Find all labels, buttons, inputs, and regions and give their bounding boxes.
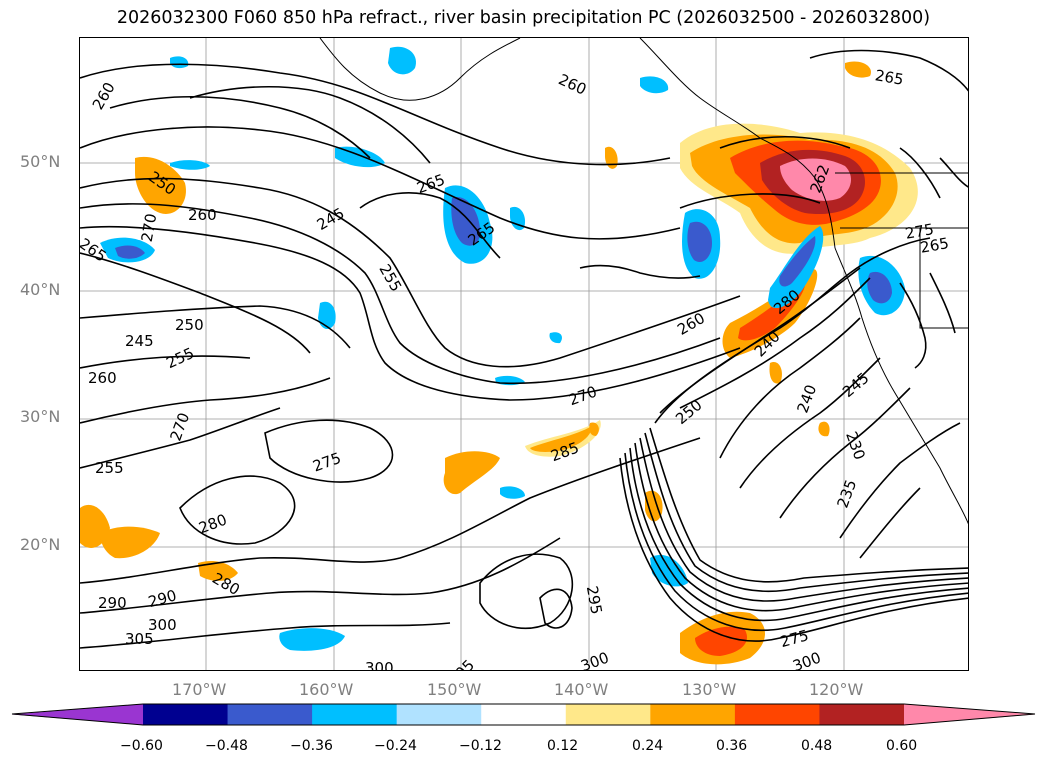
colorbar-tick-label: −0.36 xyxy=(290,738,333,754)
colorbar-tick-label: −0.24 xyxy=(374,738,417,754)
lon-label-160w: 160°W xyxy=(299,680,354,699)
contour-label: 295 xyxy=(583,584,606,615)
colorbar-segment xyxy=(565,704,651,725)
contour-label: 290 xyxy=(98,594,127,612)
contour-label: 255 xyxy=(163,344,197,372)
contour-label: 300 xyxy=(148,616,177,634)
contour-label: 300 xyxy=(578,649,611,671)
contour-label: 260 xyxy=(556,70,590,98)
chart-title: 2026032300 F060 850 hPa refract., river … xyxy=(116,8,931,28)
lat-label-20n: 20°N xyxy=(20,535,61,554)
contour-label: 260 xyxy=(89,79,119,113)
colorbar-tick-label: 0.24 xyxy=(632,738,664,754)
contour-label: 280 xyxy=(196,511,229,538)
contour-label: 245 xyxy=(314,204,348,234)
contour-label: 260 xyxy=(88,369,117,387)
contour-label: 300 xyxy=(790,649,823,671)
lat-label-50n: 50°N xyxy=(20,152,61,171)
lon-label-150w: 150°W xyxy=(427,680,482,699)
negative-anomaly-patches xyxy=(100,46,905,651)
contour-label: 250 xyxy=(175,316,204,334)
contour-label: 275 xyxy=(904,220,935,243)
map-panel: 260 260 265 250 260 245 265 265 265 270 … xyxy=(79,37,969,671)
contour-label: 290 xyxy=(146,586,178,611)
contour-label: 275 xyxy=(778,626,810,651)
contour-label: 260 xyxy=(674,309,708,339)
colorbar-segment xyxy=(650,704,736,725)
contour-label: 260 xyxy=(188,206,217,224)
contour-label: 265 xyxy=(80,234,110,265)
contour-label: 230 xyxy=(842,429,869,462)
colorbar-segment xyxy=(227,704,313,725)
contour-label: 265 xyxy=(919,234,950,257)
colorbar-segment xyxy=(904,704,1035,725)
contour-label: 300 xyxy=(365,659,394,671)
contour-label: 295 xyxy=(445,656,478,671)
lat-label-40n: 40°N xyxy=(20,280,61,299)
lat-label-30n: 30°N xyxy=(20,407,61,426)
colorbar-segment xyxy=(143,704,229,725)
colorbar xyxy=(11,703,1036,726)
colorbar-tick-label: −0.60 xyxy=(120,738,163,754)
colorbar-tick-label: 0.12 xyxy=(547,738,579,754)
lon-label-170w: 170°W xyxy=(172,680,227,699)
lon-label-120w: 120°W xyxy=(809,680,864,699)
colorbar-segments xyxy=(12,704,1035,725)
lon-label-130w: 130°W xyxy=(682,680,737,699)
colorbar-tick-label: 0.36 xyxy=(716,738,748,754)
colorbar-segment xyxy=(396,704,482,725)
colorbar-segment xyxy=(12,704,143,725)
colorbar-segment xyxy=(819,704,905,725)
contour-label: 265 xyxy=(414,171,447,198)
contour-label: 305 xyxy=(125,630,154,648)
contour-label: 250 xyxy=(672,396,706,428)
colorbar-tick-label: 0.60 xyxy=(886,738,918,754)
contour-label: 275 xyxy=(310,449,343,476)
contour-label: 270 xyxy=(138,212,161,243)
contour-label: 270 xyxy=(566,383,599,410)
colorbar-tick-label: 0.48 xyxy=(801,738,833,754)
colorbar-segment xyxy=(734,704,820,725)
colorbar-segment xyxy=(481,704,567,725)
refractivity-contours xyxy=(80,49,968,649)
contour-label: 265 xyxy=(874,66,905,89)
colorbar-segment xyxy=(312,704,398,725)
contour-label: 255 xyxy=(375,261,405,295)
contour-label: 270 xyxy=(167,410,194,443)
lon-label-140w: 140°W xyxy=(554,680,609,699)
colorbar-tick-label: −0.48 xyxy=(205,738,248,754)
contour-label: 245 xyxy=(125,332,154,350)
map-canvas: 260 260 265 250 260 245 265 265 265 270 … xyxy=(80,38,968,671)
positive-anomaly-patches xyxy=(80,61,918,665)
contour-label: 240 xyxy=(794,382,821,415)
contour-label: 235 xyxy=(834,477,861,510)
contour-label: 255 xyxy=(95,459,124,477)
colorbar-tick-label: −0.12 xyxy=(459,738,502,754)
